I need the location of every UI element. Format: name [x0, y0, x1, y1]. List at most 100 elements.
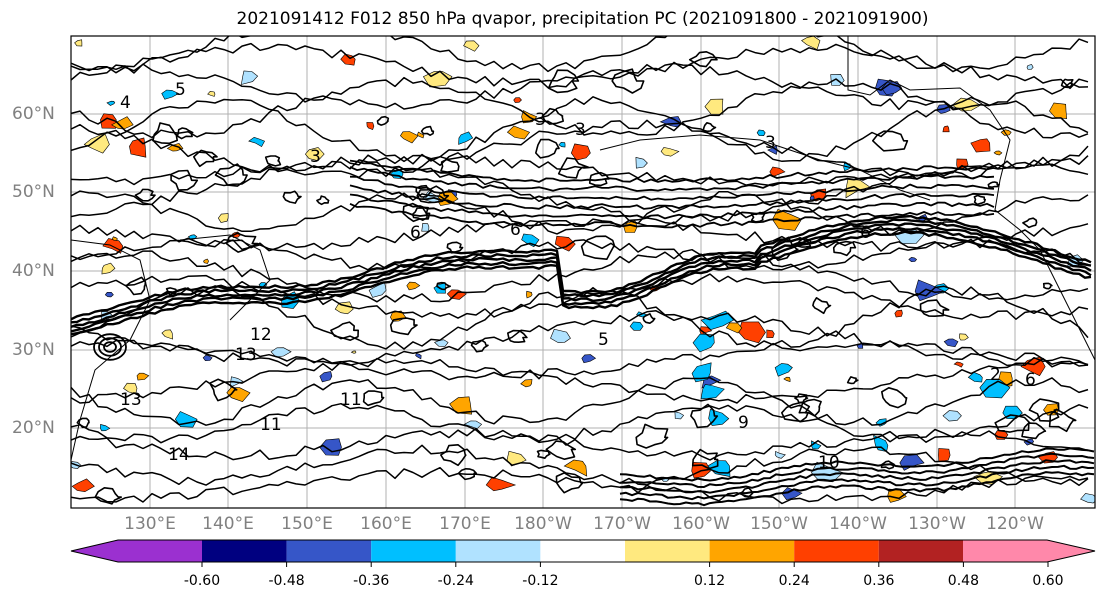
contour-loop — [416, 185, 450, 204]
anomaly-patch — [674, 411, 685, 420]
contour-label: 13 — [235, 345, 257, 365]
colorbar-tick-label: 0.48 — [947, 573, 979, 589]
anomaly-patch — [421, 223, 430, 232]
anomaly-patch — [449, 396, 473, 415]
lon-label-140w: 140°W — [829, 514, 887, 534]
contour-loop — [798, 398, 822, 417]
contour-loop — [507, 329, 528, 343]
contour-loop — [557, 157, 590, 179]
anomaly-patch — [938, 448, 951, 462]
contour-label: 11 — [340, 390, 362, 410]
contour-line — [619, 459, 1095, 494]
lon-label-130w: 130°W — [908, 514, 966, 534]
anomaly-patch — [942, 410, 962, 422]
contour-label: 12 — [250, 325, 272, 345]
colorbar-tick-label: -0.12 — [522, 573, 559, 589]
contour-loop — [457, 468, 478, 481]
anomaly-patch — [207, 90, 216, 97]
contour-line — [71, 402, 1089, 444]
contour-loop — [881, 387, 908, 409]
contour-loop — [134, 188, 156, 202]
contour-loop — [994, 414, 1031, 433]
lon-label-180w: 180°W — [514, 514, 572, 534]
colorbar-tick-label: -0.60 — [183, 573, 221, 589]
contour-line — [71, 466, 1089, 505]
contour-ring — [98, 337, 122, 357]
anomaly-patch — [704, 98, 724, 115]
contour-loop — [170, 169, 199, 191]
anomaly-patch — [400, 131, 419, 144]
anomaly-patch — [166, 143, 184, 152]
contour-loop — [330, 321, 359, 341]
contour-loop — [796, 238, 813, 248]
anomaly-patch — [506, 125, 531, 140]
anomaly-patch — [104, 291, 114, 298]
anomaly-patch — [270, 347, 292, 358]
contour-loop — [771, 236, 799, 261]
contour-loop — [832, 240, 857, 257]
anomaly-patch — [783, 376, 791, 383]
anomaly-patch — [967, 372, 983, 383]
anomaly-patch — [174, 411, 198, 428]
lon-label-160e: 160°E — [360, 514, 412, 534]
contour-loop — [535, 138, 560, 159]
contour-loop — [846, 376, 859, 385]
contour-line — [71, 238, 1089, 271]
contour-loop — [436, 281, 451, 291]
anomaly-patch — [581, 354, 597, 364]
anomaly-patch — [563, 459, 588, 477]
contour-loop — [264, 155, 282, 167]
contour-loop — [440, 444, 467, 467]
contour-loop — [1021, 422, 1047, 440]
anomaly-patch — [1049, 102, 1068, 120]
contour-loop — [919, 299, 950, 317]
anomaly-patch — [458, 131, 474, 145]
contour-line — [71, 226, 1092, 333]
contour-line — [71, 76, 1089, 139]
colorbar-tick-label: 0.24 — [778, 573, 810, 589]
contour-loop — [376, 115, 390, 126]
contour-line — [349, 175, 995, 201]
contour-loop — [555, 472, 584, 494]
contour-loop — [547, 69, 580, 94]
contour-loop — [580, 235, 616, 260]
anomaly-patch — [774, 363, 793, 377]
coastline-japan — [179, 234, 271, 321]
contour-loop — [611, 68, 645, 94]
contour-loop — [781, 401, 811, 423]
anomaly-patch — [894, 309, 903, 318]
anomaly-patch — [111, 236, 118, 241]
contour-label: 10 — [818, 453, 840, 473]
contour-label: 3 — [535, 110, 546, 130]
colorbar-tick-label: -0.24 — [437, 573, 474, 589]
anomaly-patch — [406, 281, 421, 291]
anomaly-patch — [161, 89, 180, 100]
anomaly-patch — [554, 235, 576, 252]
anomaly-patch — [769, 166, 786, 178]
anomaly-patch — [1080, 493, 1095, 504]
contour-line — [71, 62, 1089, 111]
contour-line — [619, 447, 1095, 482]
contour-line — [349, 159, 995, 183]
colorbar-tick-label: 0.36 — [863, 573, 895, 589]
contour-loop — [389, 317, 418, 336]
anomaly-patch — [908, 256, 918, 263]
anomaly-patch — [74, 39, 83, 47]
contour-line — [71, 218, 1092, 324]
anomaly-patch — [366, 122, 375, 130]
contour-loop — [411, 207, 428, 221]
contour-loop — [1028, 398, 1060, 422]
contour-loop — [691, 448, 719, 470]
contour-label: 11 — [260, 415, 282, 435]
coastline-aleutians — [599, 134, 931, 201]
anomaly-patch — [161, 329, 174, 340]
contour-line — [71, 119, 1089, 180]
anomaly-patch — [71, 478, 95, 493]
map-frame — [70, 35, 1096, 509]
contour-line — [71, 357, 1089, 404]
anomaly-patch — [521, 233, 540, 248]
contour-label: 3 — [575, 120, 586, 140]
lon-label-140e: 140°E — [202, 514, 254, 534]
contour-loop — [812, 297, 832, 315]
contour-label: 3 — [765, 133, 776, 153]
